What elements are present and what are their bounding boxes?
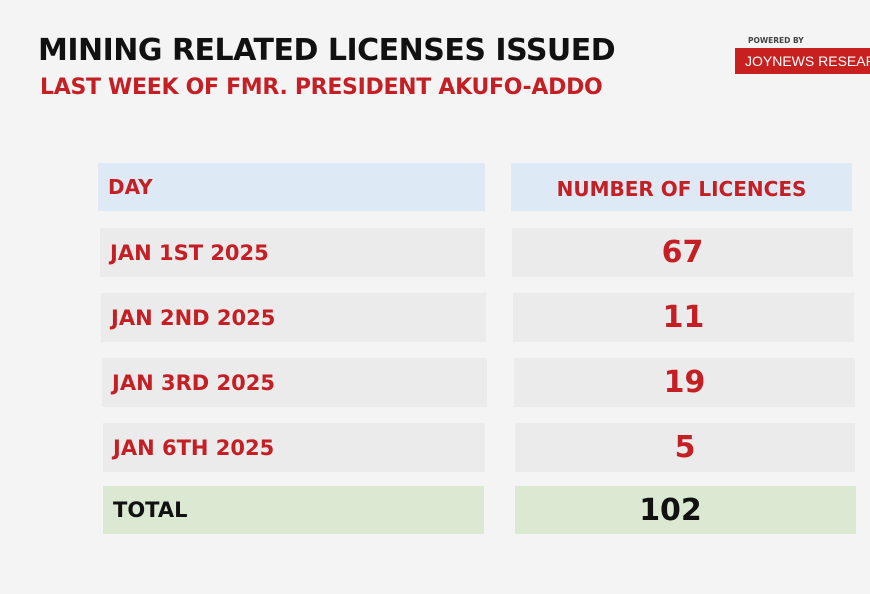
- header-day: DAY: [98, 163, 485, 211]
- row-licence-count: 19: [514, 358, 855, 407]
- row-licence-count: 5: [515, 423, 855, 472]
- powered-by-label: POWERED BY: [748, 36, 804, 45]
- row-day: JAN 2ND 2025: [101, 293, 486, 342]
- row-day: JAN 1ST 2025: [100, 228, 485, 277]
- row-day: JAN 3RD 2025: [102, 358, 487, 407]
- total-label: TOTAL: [103, 486, 484, 534]
- total-licence-count: 102: [515, 486, 856, 534]
- page-subtitle: LAST WEEK OF FMR. PRESIDENT AKUFO-ADDO: [40, 75, 603, 100]
- page-title: MINING RELATED LICENSES ISSUED: [38, 33, 616, 68]
- header-number-of-licences: NUMBER OF LICENCES: [511, 163, 852, 211]
- row-licence-count: 11: [513, 293, 854, 342]
- source-badge: JOYNEWS RESEARCH: [735, 48, 870, 74]
- row-licence-count: 67: [512, 228, 853, 277]
- row-day: JAN 6TH 2025: [103, 423, 485, 472]
